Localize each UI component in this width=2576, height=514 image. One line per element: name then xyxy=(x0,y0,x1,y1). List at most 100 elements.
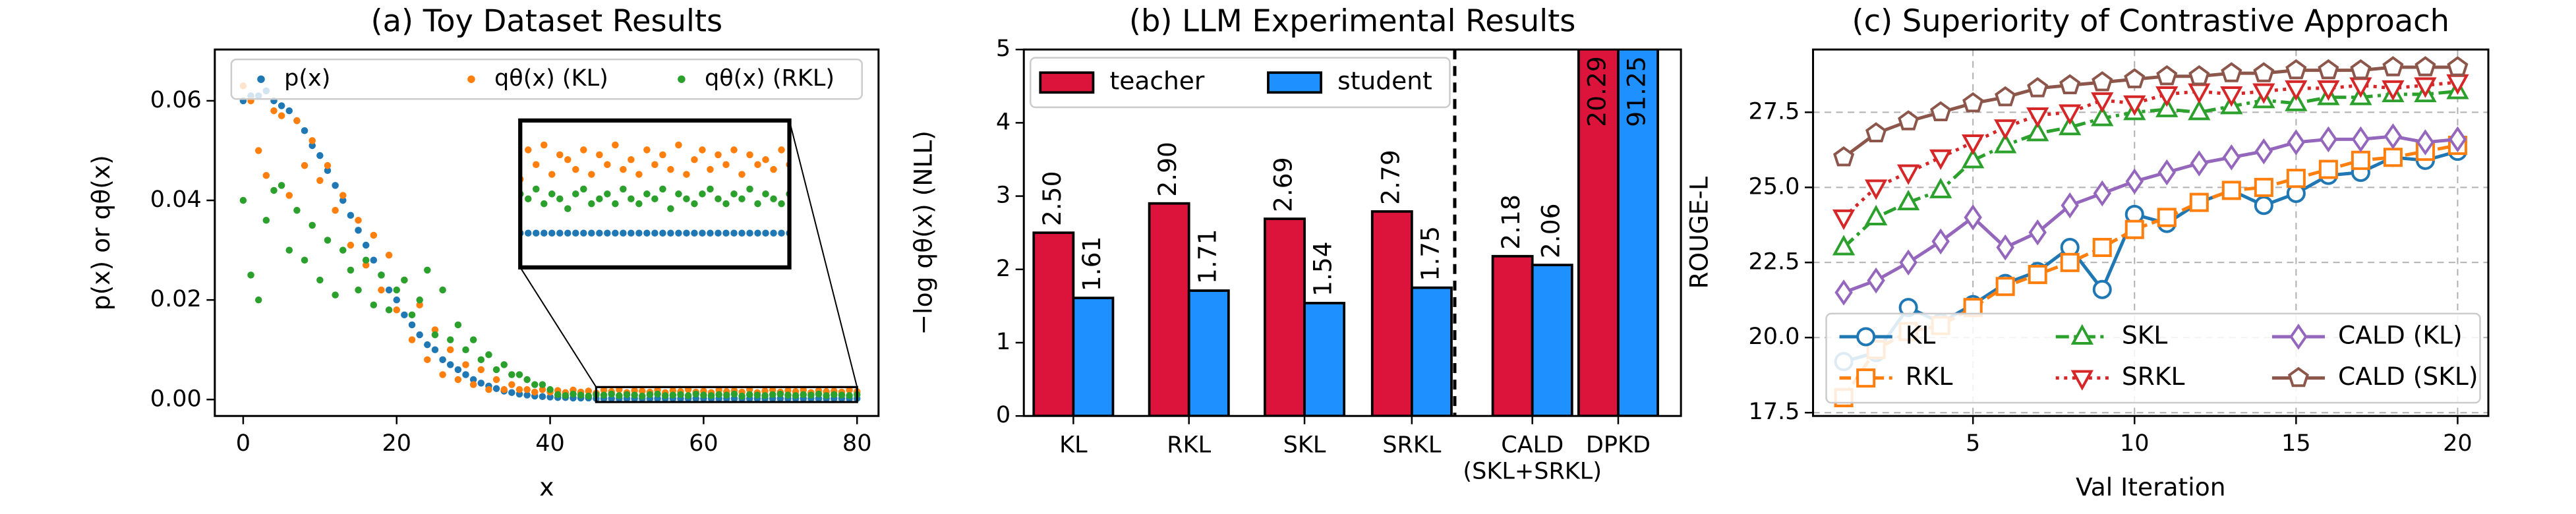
data-point xyxy=(446,336,454,343)
data-point xyxy=(285,107,293,115)
inset-point xyxy=(730,190,738,198)
data-point xyxy=(332,291,339,299)
data-point xyxy=(539,386,546,393)
y-tick-label: 17.5 xyxy=(1748,398,1800,425)
data-point xyxy=(278,182,285,189)
inset-point xyxy=(659,185,666,193)
data-point xyxy=(807,391,815,399)
inset-point xyxy=(628,195,635,203)
plot-frame xyxy=(1812,48,2490,417)
data-marker xyxy=(2318,159,2338,179)
inset-point xyxy=(691,156,698,163)
data-point xyxy=(454,376,462,384)
data-point xyxy=(254,147,262,154)
inset-point xyxy=(643,146,651,154)
series-line xyxy=(1842,90,2458,249)
data-point xyxy=(639,392,646,400)
inset-point xyxy=(651,229,659,237)
data-point xyxy=(485,386,492,393)
data-marker xyxy=(2125,168,2144,195)
data-point xyxy=(646,391,654,398)
inset-point xyxy=(635,171,643,178)
inset-point xyxy=(525,229,532,237)
data-marker xyxy=(1832,209,1856,231)
data-point xyxy=(539,393,546,401)
inset-point xyxy=(778,146,785,154)
data-marker xyxy=(2285,59,2307,80)
inset-point xyxy=(667,205,674,212)
data-point xyxy=(469,381,477,388)
data-point xyxy=(278,112,285,119)
data-marker xyxy=(2220,86,2243,107)
plot-area xyxy=(1032,49,1659,416)
bar xyxy=(1617,49,1659,416)
data-marker xyxy=(1962,148,1985,169)
x-tick-label: 0 xyxy=(236,430,250,457)
inset-point xyxy=(715,195,722,203)
inset-point xyxy=(604,229,611,237)
plot-area xyxy=(520,141,790,237)
data-point xyxy=(262,217,270,224)
data-point xyxy=(308,221,316,229)
data-marker xyxy=(2093,180,2111,207)
data-point xyxy=(339,246,347,254)
data-marker xyxy=(2285,80,2308,101)
inset-point xyxy=(691,200,698,208)
data-point xyxy=(270,107,278,115)
data-point xyxy=(523,391,531,399)
inset-point xyxy=(635,229,643,237)
data-point xyxy=(355,217,362,224)
data-point xyxy=(600,386,608,394)
data-marker xyxy=(2221,62,2242,82)
value-label: 20.29 xyxy=(1582,56,1611,127)
data-point xyxy=(401,276,408,284)
text-line: (SKL+SRKL) xyxy=(1463,458,1602,485)
data-marker xyxy=(2124,68,2146,88)
data-point xyxy=(577,391,585,399)
inset-point xyxy=(707,185,714,193)
data-point xyxy=(393,286,401,294)
y-tick-label: 0 xyxy=(996,401,1010,428)
inset-point xyxy=(628,229,635,237)
inset-point xyxy=(738,171,746,178)
x-tick-label: CALD (SKL+SRKL) xyxy=(1463,431,1602,484)
y-tick-label: 0.00 xyxy=(150,385,202,412)
inset-point xyxy=(572,165,579,173)
chart-title: (b) LLM Experimental Results xyxy=(1129,3,1576,39)
data-point xyxy=(508,371,515,378)
legend-marker xyxy=(2287,366,2310,387)
data-point xyxy=(454,321,462,329)
data-point xyxy=(508,381,515,388)
data-marker xyxy=(2092,237,2112,258)
data-point xyxy=(439,356,446,364)
inset-point xyxy=(675,229,682,237)
data-point xyxy=(639,387,646,395)
data-marker xyxy=(2351,126,2370,153)
x-tick-label: RKL xyxy=(1167,431,1211,458)
data-point xyxy=(492,376,500,384)
data-point xyxy=(393,296,401,304)
data-marker xyxy=(2254,177,2273,197)
data-point xyxy=(324,237,332,244)
data-point xyxy=(408,321,416,329)
data-marker xyxy=(1996,234,2014,261)
inset-point xyxy=(762,190,769,198)
inset-point xyxy=(667,165,674,173)
y-tick-label: 4 xyxy=(996,108,1010,135)
data-point xyxy=(362,256,370,264)
bar xyxy=(1303,302,1346,416)
value-label: 2.50 xyxy=(1038,171,1067,227)
data-marker xyxy=(2028,265,2047,285)
data-point xyxy=(362,241,370,249)
data-point xyxy=(838,391,846,399)
x-tick-label: DPKD xyxy=(1586,431,1651,458)
data-marker xyxy=(2319,126,2338,153)
inset-point xyxy=(533,229,540,237)
data-marker xyxy=(2026,107,2049,128)
data-point xyxy=(316,177,324,185)
x-tick-label: 5 xyxy=(1966,430,1980,457)
data-point xyxy=(815,390,823,398)
data-marker xyxy=(1834,279,1853,306)
data-point xyxy=(247,271,254,279)
